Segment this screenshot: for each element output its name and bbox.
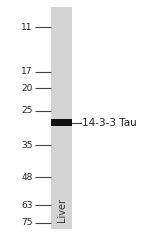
Text: Liver: Liver bbox=[57, 198, 67, 223]
Text: 63: 63 bbox=[21, 201, 33, 209]
Bar bbox=[51, 119, 72, 126]
Text: 11: 11 bbox=[21, 23, 33, 32]
Bar bbox=[51, 7, 72, 229]
Text: 14-3-3 Tau: 14-3-3 Tau bbox=[82, 117, 136, 128]
Text: 48: 48 bbox=[21, 173, 33, 182]
Text: 35: 35 bbox=[21, 141, 33, 150]
Text: 75: 75 bbox=[21, 218, 33, 227]
Text: 17: 17 bbox=[21, 67, 33, 76]
Text: 20: 20 bbox=[21, 84, 33, 93]
Text: 25: 25 bbox=[21, 106, 33, 115]
